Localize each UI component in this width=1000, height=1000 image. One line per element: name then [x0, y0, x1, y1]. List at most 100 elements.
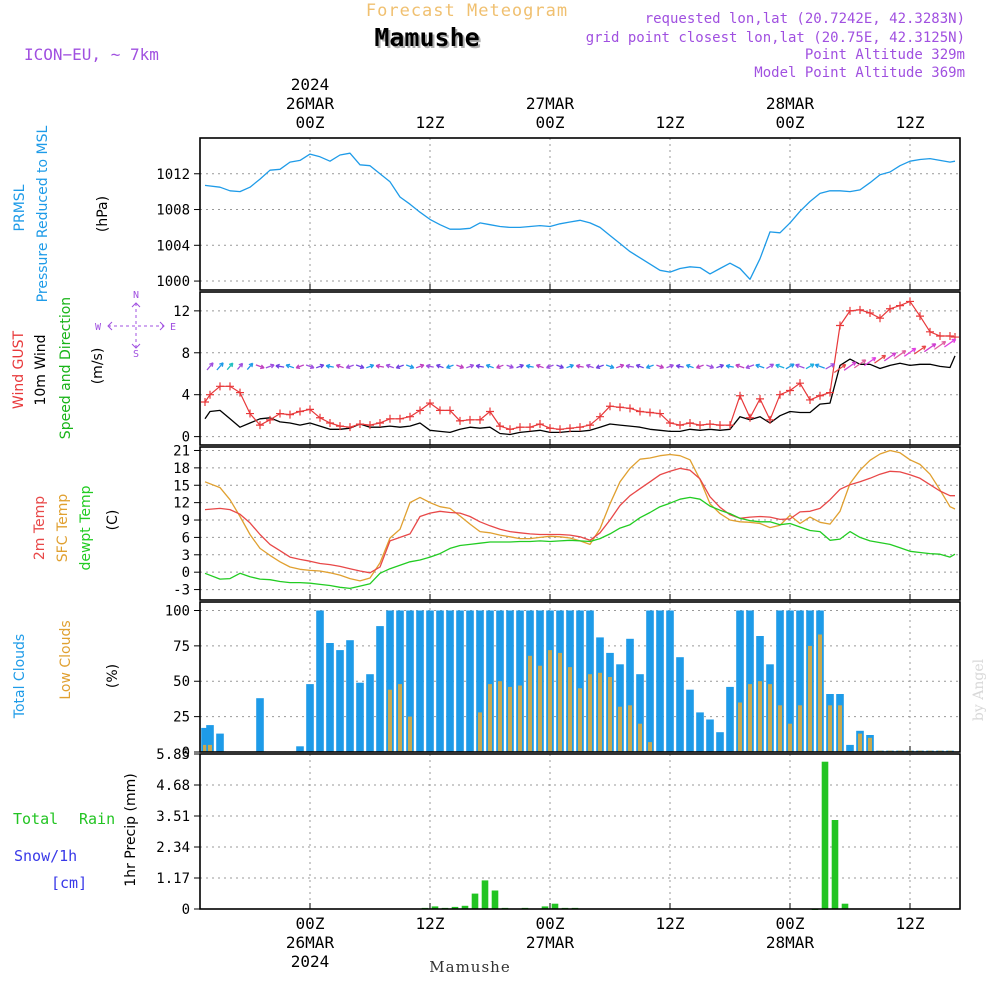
wind-direction-arrow [814, 363, 825, 369]
total-cloud-bar [386, 610, 394, 752]
wind-direction-arrow [226, 362, 234, 371]
low-cloud-bar [498, 681, 502, 752]
clouds-ytick-label: 0 [182, 745, 190, 761]
total-cloud-bar [486, 610, 494, 752]
temperature-background [200, 447, 960, 600]
time-label: 26MAR [286, 94, 335, 113]
wind-direction-arrow [446, 364, 454, 369]
watermark: by Angel [971, 658, 987, 721]
wind-gust-marker [466, 415, 474, 424]
wind-direction-arrow [923, 343, 937, 353]
total-cloud-bar [776, 610, 784, 752]
wind-direction-arrow [285, 363, 295, 369]
wind-direction-arrow [853, 359, 867, 369]
rain-bar [461, 905, 469, 909]
wind-direction-arrow [795, 363, 805, 369]
low-cloud-bar [398, 684, 402, 752]
total-cloud-bar [716, 732, 724, 752]
wind-direction-arrow [506, 364, 514, 369]
pressure-ytick-label: 1008 [156, 203, 190, 219]
wind-gust-marker [586, 421, 594, 430]
temperature-ytick-label: 3 [182, 548, 190, 564]
low-cloud-bar [648, 742, 652, 752]
wind-gust-marker [716, 421, 724, 430]
wind-direction-arrow [833, 363, 847, 374]
wind-label-speed: Speed and Direction [58, 297, 74, 439]
wind-direction-arrow [265, 363, 275, 369]
clouds-unit: (%) [105, 664, 121, 688]
precip-label-cm: [cm] [51, 874, 87, 892]
wind-direction-arrow [883, 352, 897, 362]
total-cloud-bar [456, 610, 464, 752]
pressure-ytick-label: 1000 [156, 274, 190, 290]
total-cloud-bar [696, 712, 704, 752]
pressure-panel: 1000 1004 1008 1012 [156, 137, 961, 291]
compass-n: N [133, 290, 139, 301]
precip-border [199, 753, 961, 910]
wind-gust-marker [426, 399, 434, 408]
wind-direction-arrow [863, 356, 877, 367]
wind-direction-arrow [635, 363, 644, 369]
precip-ytick-label: 1.17 [156, 871, 190, 887]
low-cloud-bar [568, 667, 572, 752]
wind-direction-arrow [237, 362, 244, 370]
wind-direction-arrow [585, 363, 594, 369]
header-grid-point: grid point closest lon,lat (20.75E, 42.3… [586, 30, 965, 46]
wind-direction-arrow [766, 363, 775, 370]
total-cloud-bar [426, 610, 434, 752]
total-cloud-bar [636, 674, 644, 752]
temperature-ytick-label: 6 [182, 530, 190, 546]
wind-direction-arrow [496, 364, 504, 369]
wind-direction-arrow [843, 361, 857, 371]
wind-gust-marker [796, 379, 804, 388]
total-cloud-bar [656, 610, 664, 752]
wind-gust-marker [236, 388, 244, 397]
wind-gust-marker [906, 297, 914, 306]
wind-gust-marker [746, 413, 754, 422]
wind-direction-arrow [315, 363, 325, 369]
wind-direction-arrow [874, 354, 887, 364]
low-cloud-bar [518, 685, 522, 752]
wind-gust-marker [376, 418, 384, 427]
wind-direction-arrow [206, 362, 214, 371]
compass-e: E [170, 322, 176, 333]
wind-direction-arrow [556, 364, 564, 369]
rain-bar [841, 903, 849, 909]
low-cloud-bar [788, 723, 792, 752]
precip-panel: 0 1.17 2.34 3.51 4.68 5.85 [156, 747, 961, 918]
wind-gust-marker [556, 425, 564, 434]
wind-ytick-label: 0 [182, 430, 190, 446]
header-model-altitude: Model Point Altitude 369m [754, 65, 965, 81]
total-cloud-bar [216, 733, 224, 752]
total-cloud-bar [676, 657, 684, 752]
wind-gust-marker [536, 420, 544, 429]
wind-ytick-label: 12 [173, 304, 190, 320]
time-label: 26MAR [286, 933, 335, 952]
pressure-ytick-label: 1012 [156, 167, 190, 183]
wind-gust-marker [456, 416, 464, 425]
time-label: 12Z [896, 914, 925, 933]
wind-gust-marker [766, 415, 774, 424]
total-cloud-bar [506, 610, 514, 752]
time-label: 12Z [656, 113, 685, 132]
time-label: 00Z [776, 113, 805, 132]
wind-gust-marker [296, 407, 304, 416]
precip-label-rain: Rain [79, 810, 115, 828]
wind-direction-arrow [475, 363, 484, 369]
wind-gust-marker [636, 407, 644, 416]
pressure-unit: (hPa) [95, 196, 111, 232]
time-label: 2024 [291, 75, 330, 94]
low-cloud-bar [798, 705, 802, 752]
wind-gust-marker [756, 394, 764, 403]
wind-gust-marker [946, 332, 954, 341]
total-cloud-bar [666, 610, 674, 752]
low-cloud-bar [598, 672, 602, 752]
wind-direction-arrow [466, 363, 475, 369]
temperature-ytick-label: 18 [173, 461, 190, 477]
total-cloud-bar [356, 682, 364, 752]
clouds-ytick-label: 75 [173, 639, 190, 655]
time-label: 28MAR [766, 94, 815, 113]
